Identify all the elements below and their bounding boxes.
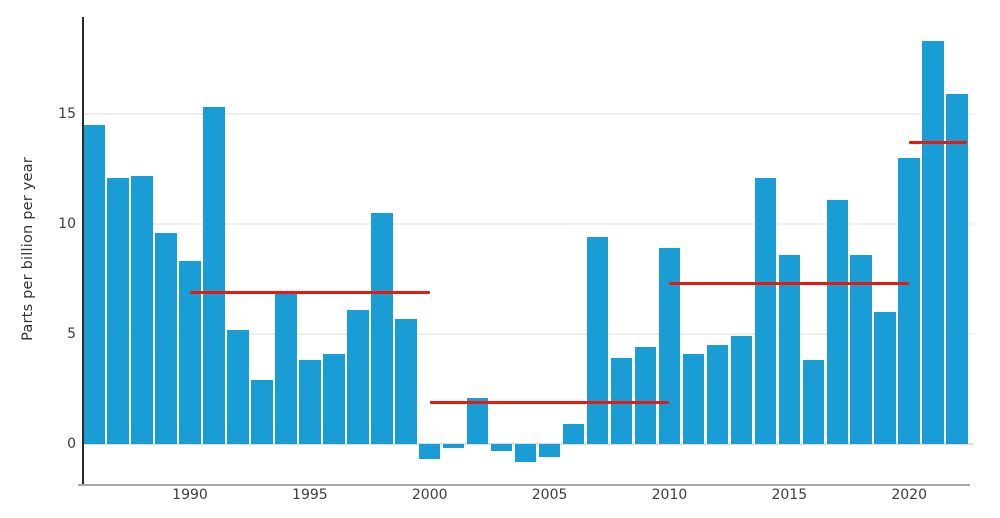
y-axis-line <box>82 17 84 484</box>
gridline-10 <box>84 223 974 225</box>
bar-2002 <box>466 397 489 444</box>
gridline-5 <box>84 333 974 335</box>
bar-1986 <box>83 125 105 444</box>
bar-1990 <box>179 261 201 444</box>
bar-2019 <box>874 312 896 444</box>
bar-1991 <box>203 107 225 444</box>
bar-2018 <box>850 254 872 444</box>
x-tick-label-2015: 2015 <box>771 487 808 503</box>
y-tick-label-5: 5 <box>67 326 76 342</box>
bar-1995 <box>299 360 321 444</box>
gridline-15 <box>84 113 974 115</box>
bar-2003 <box>490 444 513 451</box>
x-axis-line <box>78 483 970 486</box>
bar-1992 <box>227 329 249 444</box>
bar-1994 <box>275 294 297 444</box>
bar-2021 <box>922 41 944 444</box>
bar-2022 <box>946 94 968 444</box>
bar-2015 <box>778 254 801 444</box>
bar-2017 <box>826 199 849 444</box>
bar-2013 <box>730 336 753 444</box>
y-tick-label-10: 10 <box>58 216 76 232</box>
bar-2020 <box>898 158 920 444</box>
x-tick-label-2000: 2000 <box>411 487 448 503</box>
bar-2012 <box>706 345 729 444</box>
bar-2006 <box>562 424 585 444</box>
bar-2011 <box>682 353 705 444</box>
bar-1996 <box>323 353 345 444</box>
mean-line-2010s <box>669 281 910 285</box>
bar-2009 <box>634 347 657 444</box>
bar-1993 <box>251 380 273 444</box>
x-tick-label-2020: 2020 <box>891 487 927 503</box>
x-tick-label-1995: 1995 <box>292 487 328 503</box>
bar-2000 <box>418 444 441 460</box>
mean-line-1990s <box>190 290 430 294</box>
bar-2007 <box>586 237 609 444</box>
mean-line-2000s <box>429 400 670 404</box>
bar-1987 <box>107 177 129 444</box>
bar-1989 <box>155 232 177 444</box>
bar-2004 <box>514 444 537 462</box>
bar-2014 <box>754 177 777 444</box>
bar-2016 <box>802 360 825 444</box>
bar-2010 <box>658 248 681 444</box>
bar-1997 <box>347 309 369 444</box>
y-tick-label-15: 15 <box>58 106 76 122</box>
bar-1998 <box>371 213 393 444</box>
bar-1988 <box>131 175 153 444</box>
bar-2005 <box>538 444 561 458</box>
x-tick-label-2010: 2010 <box>651 487 688 503</box>
x-tick-label-2005: 2005 <box>531 487 568 503</box>
bar-2001 <box>442 444 465 449</box>
x-tick-label-1990: 1990 <box>172 487 208 503</box>
y-tick-label-0: 0 <box>67 436 76 452</box>
bar-1999 <box>395 318 417 444</box>
mean-line-2020s <box>909 141 967 145</box>
